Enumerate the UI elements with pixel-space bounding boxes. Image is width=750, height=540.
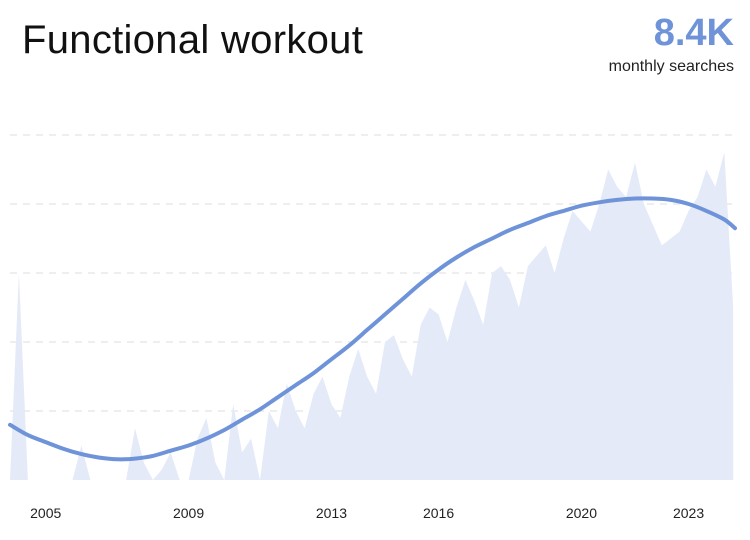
trend-line: [8, 196, 737, 462]
metric-label: monthly searches: [608, 57, 734, 75]
monthly-searches-metric: 8.4K monthly searches: [608, 12, 734, 76]
search-volume-area: [10, 152, 734, 481]
chart-title: Functional workout: [22, 18, 364, 62]
x-tick-label: 2020: [566, 505, 597, 521]
x-tick-label: 2023: [673, 505, 704, 521]
x-tick-label: 2013: [316, 505, 347, 521]
x-tick-label: 2016: [423, 505, 454, 521]
trend-chart: 2005 2009 2013 2016 2020 2023: [8, 134, 737, 521]
x-tick-label: 2009: [173, 505, 204, 521]
x-tick-label: 2005: [30, 505, 61, 521]
metric-value: 8.4K: [653, 12, 734, 54]
